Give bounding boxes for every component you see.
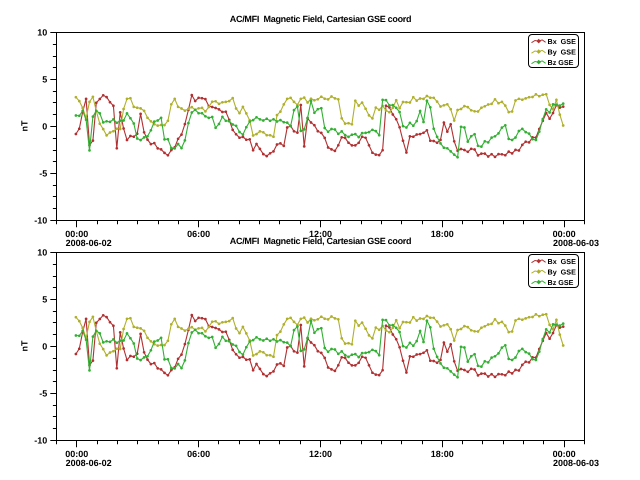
svg-text:12:00: 12:00 <box>309 229 332 239</box>
svg-text:5: 5 <box>42 74 47 84</box>
svg-text:12:00: 12:00 <box>309 449 332 459</box>
svg-text:nT: nT <box>20 340 30 351</box>
svg-text:-5: -5 <box>39 168 47 178</box>
svg-text:06:00: 06:00 <box>187 229 210 239</box>
svg-text:Bz GSE: Bz GSE <box>548 58 574 67</box>
svg-text:10: 10 <box>37 27 47 37</box>
svg-text:Bx GSE: Bx GSE <box>548 37 577 46</box>
svg-text:By GSE: By GSE <box>548 268 577 277</box>
svg-text:00:00: 00:00 <box>65 229 88 239</box>
svg-text:2008-06-02: 2008-06-02 <box>66 458 112 468</box>
svg-text:AC/MFI Magnetic Field, Cartes: AC/MFI Magnetic Field, Cartesian GSE coo… <box>230 236 412 246</box>
svg-text:-10: -10 <box>34 435 47 445</box>
svg-text:By GSE: By GSE <box>548 48 577 57</box>
svg-text:2008-06-03: 2008-06-03 <box>553 238 599 248</box>
svg-text:AC/MFI Magnetic Field, Cartes: AC/MFI Magnetic Field, Cartesian GSE coo… <box>230 14 412 24</box>
svg-text:-5: -5 <box>39 388 47 398</box>
svg-text:18:00: 18:00 <box>431 229 454 239</box>
svg-text:00:00: 00:00 <box>65 449 88 459</box>
svg-text:-10: -10 <box>34 215 47 225</box>
svg-text:18:00: 18:00 <box>431 449 454 459</box>
svg-text:2008-06-03: 2008-06-03 <box>553 458 599 468</box>
svg-text:0: 0 <box>42 121 47 131</box>
svg-text:Bz GSE: Bz GSE <box>548 278 574 287</box>
svg-text:Bx GSE: Bx GSE <box>548 257 577 266</box>
svg-text:00:00: 00:00 <box>553 229 576 239</box>
svg-text:2008-06-02: 2008-06-02 <box>66 238 112 248</box>
svg-text:nT: nT <box>20 120 30 131</box>
svg-text:5: 5 <box>42 294 47 304</box>
svg-text:06:00: 06:00 <box>187 449 210 459</box>
svg-text:00:00: 00:00 <box>553 449 576 459</box>
svg-text:10: 10 <box>37 247 47 257</box>
svg-text:0: 0 <box>42 341 47 351</box>
